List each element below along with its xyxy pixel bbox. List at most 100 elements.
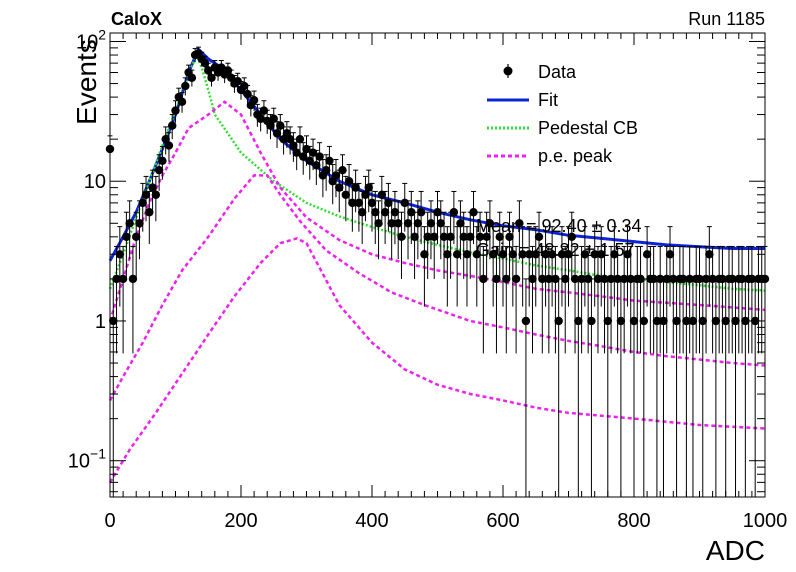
data-point-marker: [538, 274, 547, 284]
data-point-marker: [200, 58, 210, 68]
data-point: [610, 226, 619, 307]
data-point-marker: [321, 165, 331, 175]
data-point-marker: [685, 274, 694, 284]
experiment-label: CaloX: [111, 9, 162, 29]
data-point-marker: [731, 316, 740, 326]
data-point: [335, 169, 344, 213]
data-point-marker: [364, 183, 373, 192]
data-point: [407, 190, 416, 245]
data-point-marker: [649, 274, 658, 284]
data-point-marker: [639, 316, 649, 326]
data-point-marker: [547, 250, 557, 259]
data-point: [521, 278, 531, 497]
data-point: [168, 114, 177, 140]
data-point: [669, 245, 678, 354]
data-point-marker: [515, 219, 524, 228]
data-point: [538, 245, 547, 354]
data-point: [590, 226, 599, 307]
data-point: [331, 158, 341, 198]
data-point-marker: [348, 198, 357, 208]
data-point: [639, 278, 649, 497]
data-point-marker: [567, 232, 576, 242]
data-point: [505, 211, 514, 279]
data-point: [662, 245, 671, 354]
data-point-marker: [525, 250, 534, 259]
data-point-marker: [544, 274, 554, 284]
data-point: [728, 245, 737, 354]
data-point: [361, 175, 370, 222]
legend-label-data: Data: [538, 62, 577, 82]
data-point-marker: [747, 274, 757, 284]
legend-entry-pedestal: Pedestal CB: [487, 118, 638, 138]
data-point-marker: [443, 250, 452, 259]
x-tick-label: 0: [104, 510, 115, 532]
data-point: [498, 226, 508, 307]
data-point: [161, 126, 170, 155]
data-point: [619, 245, 629, 354]
data-point-marker: [115, 250, 125, 259]
data-point: [547, 226, 557, 307]
data-point-marker: [505, 232, 514, 242]
data-point-marker: [285, 134, 295, 144]
data-point-marker: [148, 183, 157, 192]
data-point-marker: [708, 274, 717, 284]
data-point: [531, 226, 540, 307]
data-point: [462, 226, 472, 307]
data-point-marker: [387, 219, 396, 228]
data-point: [118, 245, 128, 354]
data-point: [420, 226, 429, 307]
data-point-marker: [672, 316, 681, 326]
data-point-marker: [449, 208, 459, 217]
data-point-marker: [164, 141, 174, 150]
data-point-marker: [403, 219, 413, 228]
data-point: [177, 92, 187, 113]
data-point-marker: [593, 274, 603, 284]
data-point-marker: [397, 232, 406, 242]
data-point-marker: [574, 316, 583, 326]
data-point-marker: [741, 316, 750, 326]
data-point: [642, 226, 652, 307]
data-point: [145, 190, 154, 245]
data-point-marker: [325, 156, 334, 166]
data-point-marker: [233, 76, 242, 86]
data-point-marker: [132, 232, 141, 242]
data-point-marker: [158, 156, 167, 166]
data-point-marker: [462, 250, 472, 259]
data-point: [285, 126, 295, 155]
data-point-marker: [118, 274, 128, 284]
data-point: [672, 278, 681, 497]
data-point-marker: [305, 156, 314, 166]
data-point: [125, 200, 134, 260]
data-point-marker: [249, 96, 259, 105]
data-point: [508, 226, 518, 307]
data-point-marker: [600, 274, 609, 284]
x-tick-label: 200: [224, 510, 257, 532]
data-point-marker: [357, 208, 367, 217]
data-point-marker: [207, 73, 216, 82]
data-point: [528, 245, 537, 354]
data-point-marker: [135, 219, 144, 228]
data-point-marker: [456, 219, 465, 228]
data-point: [606, 245, 616, 354]
data-point-marker: [423, 232, 432, 242]
data-point: [629, 278, 639, 497]
data-point-marker: [534, 232, 544, 242]
data-point: [593, 245, 603, 354]
data-point-marker: [659, 316, 668, 326]
data-point: [705, 226, 714, 307]
data-point: [380, 190, 390, 245]
data-point-marker: [452, 250, 462, 259]
x-tick-label: 1000: [743, 510, 788, 532]
curve-p-e-peak-4: [108, 237, 766, 484]
data-point-marker: [619, 274, 629, 284]
data-point-marker: [266, 121, 275, 130]
data-point-marker: [256, 114, 265, 123]
curve-p-e-peak-2: [108, 100, 766, 322]
data-point-marker: [541, 250, 550, 259]
data-point-marker: [436, 219, 445, 228]
data-point-marker: [168, 121, 177, 130]
data-point: [459, 211, 468, 279]
data-point: [479, 245, 488, 354]
data-point-marker: [295, 134, 305, 144]
